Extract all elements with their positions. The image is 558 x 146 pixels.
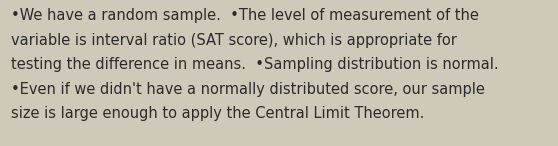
- Text: size is large enough to apply the Central Limit Theorem.: size is large enough to apply the Centra…: [11, 106, 425, 121]
- Text: variable is interval ratio (SAT score), which is appropriate for: variable is interval ratio (SAT score), …: [11, 33, 457, 47]
- Text: •Even if we didn't have a normally distributed score, our sample: •Even if we didn't have a normally distr…: [11, 81, 485, 97]
- Text: •We have a random sample.  •The level of measurement of the: •We have a random sample. •The level of …: [11, 8, 479, 23]
- Text: testing the difference in means.  •Sampling distribution is normal.: testing the difference in means. •Sampli…: [11, 57, 499, 72]
